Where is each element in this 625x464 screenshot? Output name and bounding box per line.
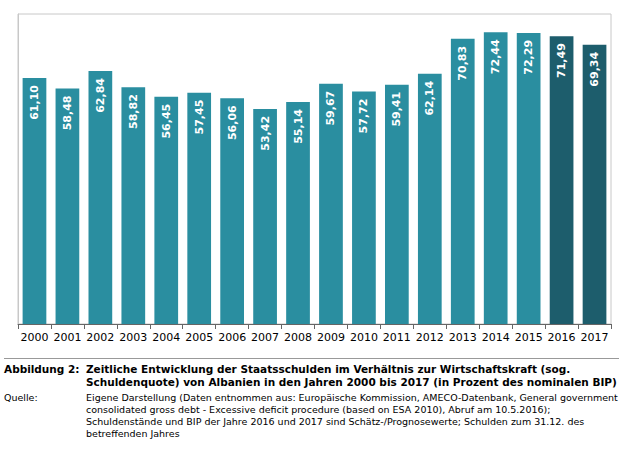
svg-text:58,48: 58,48: [61, 96, 74, 131]
html-text:Quelle:: Quelle:: [4, 392, 38, 403]
svg-text:72,44: 72,44: [489, 39, 502, 74]
svg-text:70,83: 70,83: [456, 46, 469, 81]
svg-text:72,29: 72,29: [522, 40, 535, 75]
svg-text:2009: 2009: [317, 331, 345, 344]
svg-text:2015: 2015: [515, 331, 543, 344]
svg-text:61,10: 61,10: [28, 85, 41, 120]
svg-text:2004: 2004: [152, 331, 180, 344]
html-text:Abbildung 2:: Abbildung 2:: [4, 363, 80, 375]
svg-text:2013: 2013: [449, 331, 477, 344]
svg-text:2008: 2008: [284, 331, 312, 344]
svg-text:55,14: 55,14: [292, 109, 305, 144]
html-text:Eigene Darstellung (Daten entn: Eigene Darstellung (Daten entnommen aus:…: [86, 392, 618, 439]
svg-text:62,84: 62,84: [94, 78, 107, 113]
svg-text:59,41: 59,41: [390, 92, 403, 127]
svg-text:2003: 2003: [119, 331, 147, 344]
svg-text:56,45: 56,45: [160, 104, 173, 139]
svg-text:71,49: 71,49: [555, 43, 568, 78]
svg-text:2012: 2012: [416, 331, 444, 344]
svg-text:57,72: 57,72: [357, 99, 370, 134]
svg-text:57,45: 57,45: [193, 100, 206, 135]
html-text:Zeitliche Entwicklung der Staa: Zeitliche Entwicklung der Staatsschulden…: [86, 363, 617, 388]
svg-text:2011: 2011: [383, 331, 411, 344]
svg-text:56,06: 56,06: [226, 105, 239, 140]
svg-text:53,42: 53,42: [259, 116, 272, 151]
svg-text:59,67: 59,67: [324, 91, 337, 126]
svg-text:2007: 2007: [251, 331, 279, 344]
svg-text:2010: 2010: [350, 331, 378, 344]
svg-text:2001: 2001: [53, 331, 81, 344]
svg-text:2017: 2017: [581, 331, 609, 344]
svg-text:2002: 2002: [86, 331, 114, 344]
svg-text:2005: 2005: [185, 331, 213, 344]
svg-text:2000: 2000: [20, 331, 48, 344]
svg-text:2016: 2016: [548, 331, 576, 344]
svg-text:69,34: 69,34: [588, 51, 601, 86]
svg-text:62,14: 62,14: [423, 80, 436, 115]
svg-text:2014: 2014: [482, 331, 510, 344]
svg-text:2006: 2006: [218, 331, 246, 344]
svg-text:58,82: 58,82: [127, 94, 140, 129]
